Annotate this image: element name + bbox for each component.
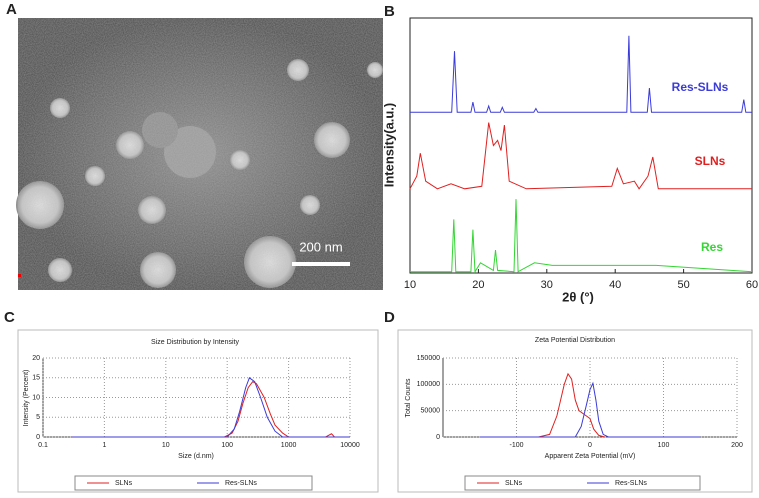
x-tick-label: 30	[541, 279, 553, 291]
legend-label: Res-SLNs	[615, 480, 647, 487]
series-line	[72, 377, 350, 438]
x-tick-label: 0.1	[38, 442, 48, 449]
x-tick-label: 10000	[340, 442, 360, 449]
y-axis-label: Intensity(a.u.)	[381, 103, 396, 188]
x-tick-label: 100	[658, 442, 670, 449]
legend-label: SLNs	[115, 480, 133, 487]
y-tick-label: 10	[32, 394, 40, 401]
series-line	[538, 372, 605, 438]
y-tick-label: 50000	[421, 408, 441, 415]
x-tick-label: 100	[221, 442, 233, 449]
scale-bar-label: 200 nm	[299, 239, 342, 254]
x-tick-label: 10	[404, 279, 416, 291]
x-tick-label: 200	[731, 442, 743, 449]
legend-box	[464, 475, 701, 491]
y-tick-label: 0	[436, 434, 440, 441]
panel-label: C	[4, 309, 15, 326]
series-label: SLNs	[695, 154, 726, 168]
chart-title: Size Distribution by Intensity	[151, 339, 239, 346]
tem-image	[16, 18, 383, 290]
y-tick-label: 150000	[417, 355, 440, 362]
x-tick-label: 40	[609, 279, 621, 291]
y-tick-label: 100000	[417, 381, 440, 388]
plot-frame	[409, 17, 753, 274]
x-tick-label: 20	[472, 279, 484, 291]
x-axis-label: Apparent Zeta Potential (mV)	[545, 453, 636, 460]
y-axis-label: Intensity (Percent)	[23, 370, 30, 427]
x-tick-label: -100	[509, 442, 523, 449]
series-line	[479, 381, 701, 438]
panel-label: A	[6, 1, 17, 18]
x-axis-label: Size (d.nm)	[178, 453, 214, 460]
legend-box	[74, 475, 313, 491]
series-label: Res	[701, 240, 723, 254]
panel-box	[397, 329, 753, 493]
x-tick-label: 1	[102, 442, 106, 449]
y-tick-label: 5	[36, 414, 40, 421]
y-axis-label: Total Counts	[405, 378, 412, 417]
x-tick-label: 60	[746, 279, 758, 291]
series-line	[409, 122, 752, 190]
legend-label: SLNs	[505, 480, 523, 487]
panel-label: D	[384, 309, 395, 326]
series-label: Res-SLNs	[672, 80, 729, 94]
x-tick-label: 1000	[281, 442, 297, 449]
panel-label: B	[384, 3, 395, 20]
legend-label: Res-SLNs	[225, 480, 257, 487]
y-tick-label: 0	[36, 434, 40, 441]
y-tick-label: 15	[32, 375, 40, 382]
series-line	[410, 35, 752, 113]
x-tick-label: 50	[677, 279, 689, 291]
x-axis-label: 2θ (°)	[562, 289, 594, 304]
x-tick-label: 10	[162, 442, 170, 449]
chart-title: Zeta Potential Distribution	[535, 337, 615, 344]
series-line	[72, 381, 350, 438]
x-tick-label: 0	[588, 442, 592, 449]
y-tick-label: 20	[32, 355, 40, 362]
panel-box	[17, 329, 379, 493]
series-line	[410, 199, 753, 274]
